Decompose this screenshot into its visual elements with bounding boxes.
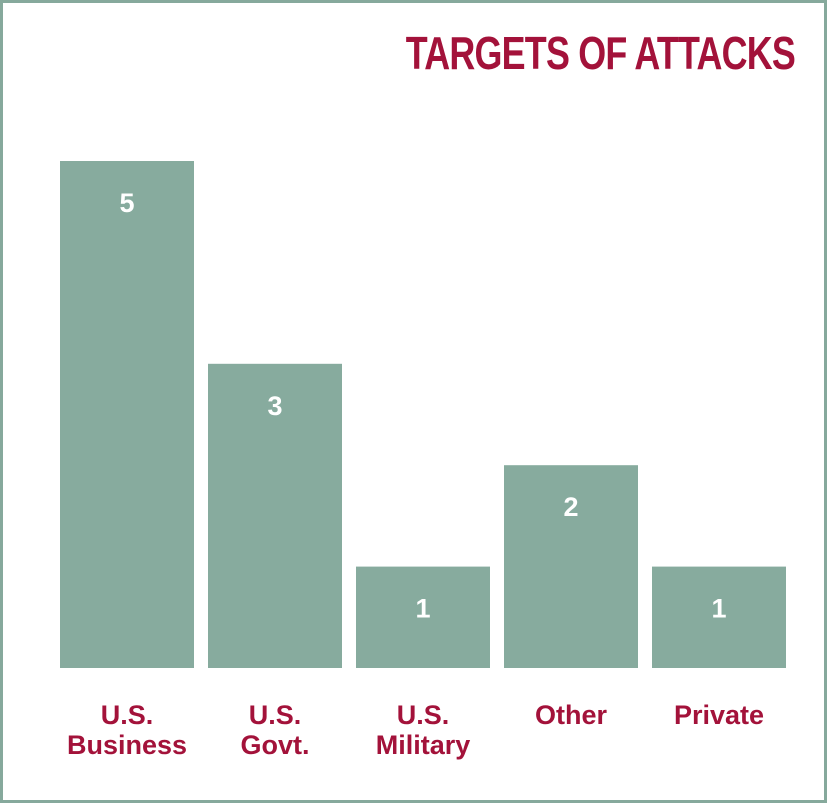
- category-label: Private: [674, 700, 764, 730]
- bar-value-label: 1: [415, 594, 430, 624]
- bar-3: [504, 465, 638, 668]
- bar-value-label: 5: [119, 188, 134, 218]
- category-label-line: Private: [674, 700, 764, 730]
- category-label-line: U.S.: [101, 700, 154, 730]
- category-label-line: U.S.: [249, 700, 302, 730]
- bar-value-label: 1: [711, 594, 726, 624]
- category-label-line: Govt.: [240, 730, 309, 760]
- bar-2: [356, 566, 490, 668]
- bar-1: [208, 363, 342, 668]
- category-label: U.S. Military: [376, 700, 471, 760]
- bar-0: [60, 161, 194, 668]
- bar-value-label: 3: [267, 391, 282, 421]
- category-label: U.S. Govt.: [240, 700, 309, 760]
- category-label-line: Military: [376, 730, 471, 760]
- category-label: Other: [535, 700, 608, 730]
- bar-value-label: 2: [563, 492, 578, 522]
- category-label-line: Business: [67, 730, 187, 760]
- category-label-line: Other: [535, 700, 608, 730]
- chart-title: TARGETS OF ATTACKS: [405, 27, 796, 79]
- bar-4: [652, 566, 786, 668]
- category-label-line: U.S.: [397, 700, 450, 730]
- category-label: U.S. Business: [67, 700, 187, 760]
